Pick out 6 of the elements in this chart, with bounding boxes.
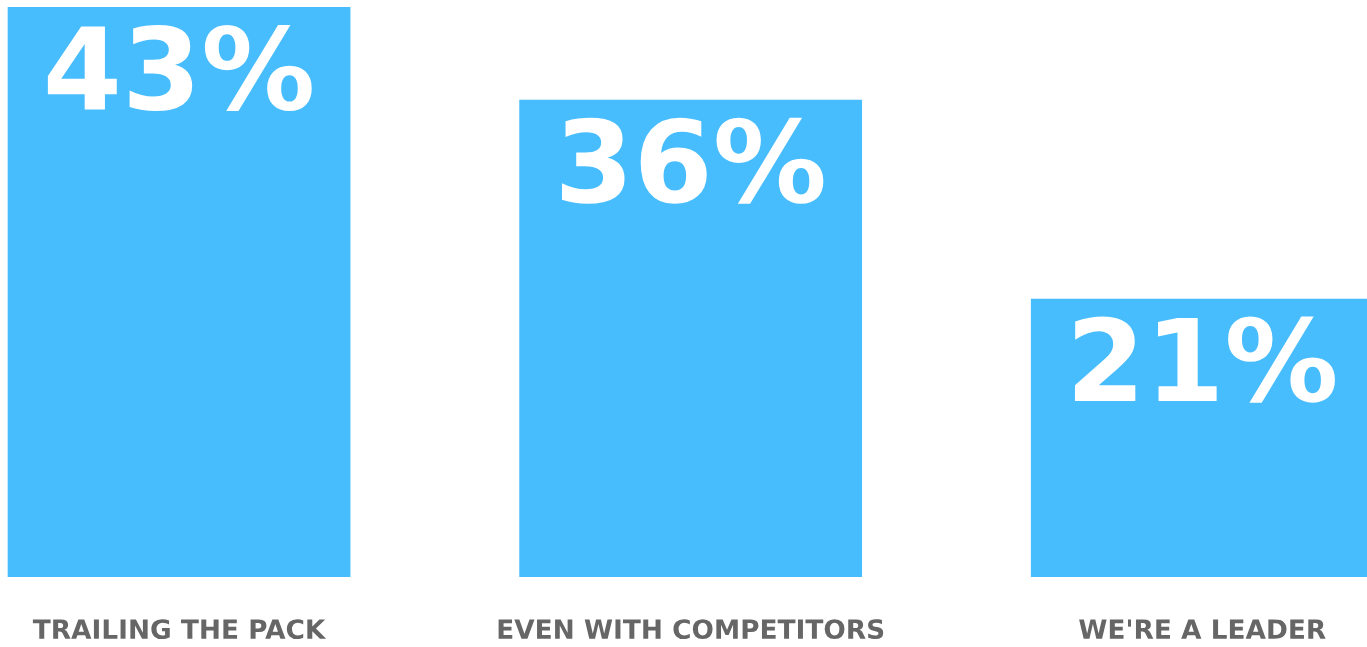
data-label: 43% [47,24,312,112]
x-tick-label: WE'RE A LEADER [1079,619,1326,639]
data-label: 36% [561,117,824,204]
x-tick-label: EVEN WITH COMPETITORS [498,619,884,640]
data-label: 21% [1074,316,1335,403]
x-tick-label: TRAILING THE PACK [32,619,327,640]
